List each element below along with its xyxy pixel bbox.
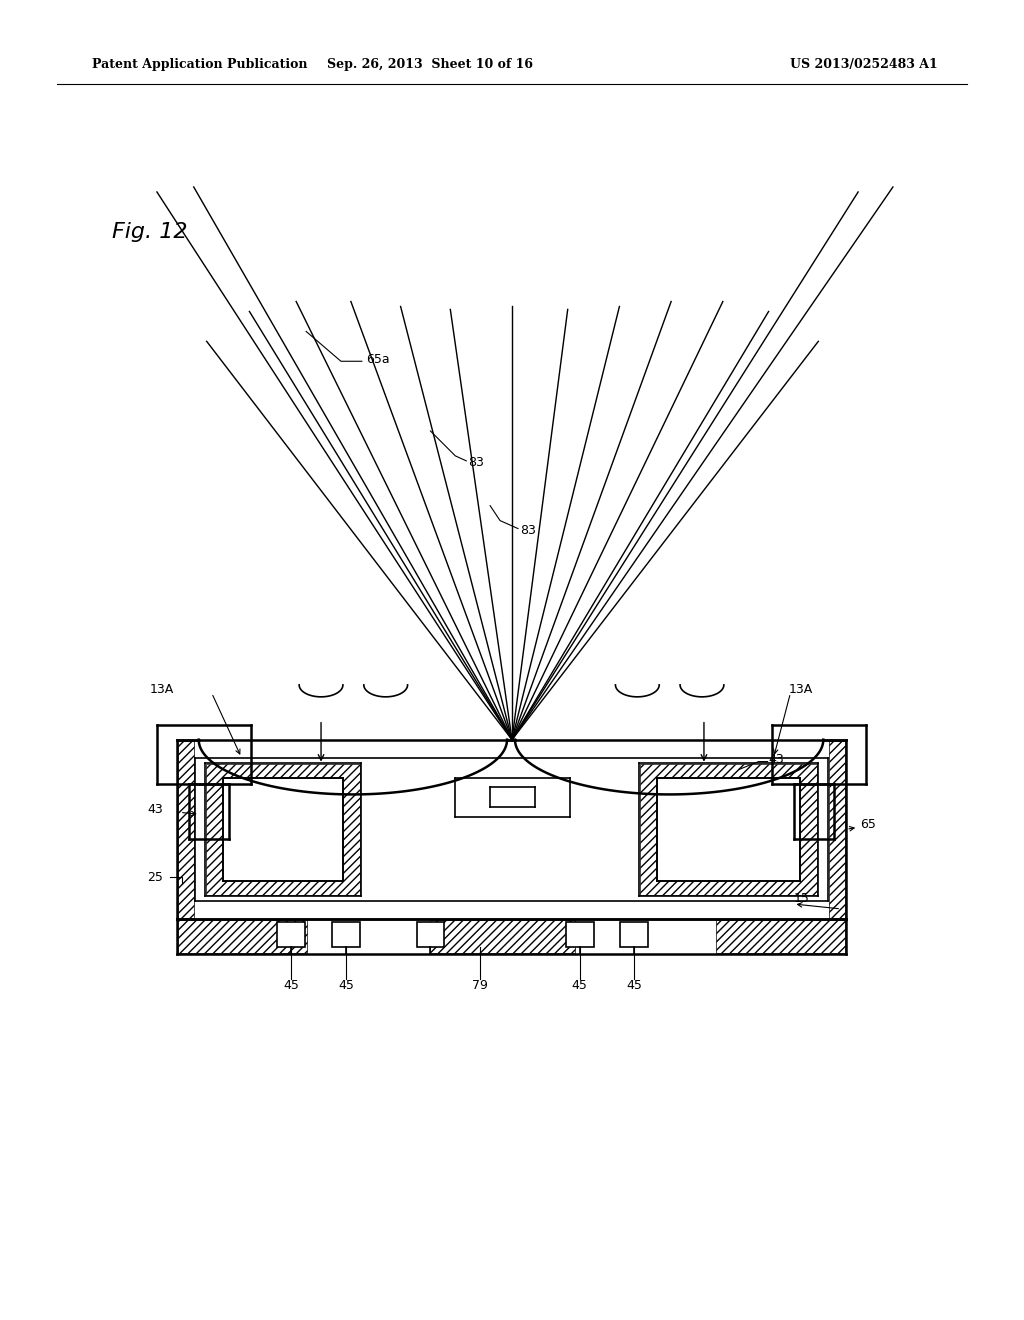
Bar (829, 741, 845, 917)
Text: 79: 79 (472, 978, 488, 991)
Text: Patent Application Publication: Patent Application Publication (92, 58, 308, 71)
Text: 13A: 13A (788, 684, 813, 697)
Bar (565, 921, 594, 946)
Text: 83: 83 (468, 457, 484, 470)
Bar (178, 920, 307, 953)
Bar (657, 777, 801, 880)
Bar (621, 921, 648, 946)
Bar (206, 763, 359, 895)
Text: 45: 45 (338, 978, 354, 991)
Bar (332, 921, 359, 946)
Bar (417, 921, 444, 946)
Text: 15: 15 (794, 892, 809, 906)
Bar (222, 777, 343, 880)
Text: 25: 25 (147, 871, 163, 883)
Text: Sep. 26, 2013  Sheet 10 of 16: Sep. 26, 2013 Sheet 10 of 16 (328, 58, 534, 71)
Text: Fig. 12: Fig. 12 (113, 222, 187, 242)
Text: US 2013/0252483 A1: US 2013/0252483 A1 (790, 58, 938, 71)
Text: 45: 45 (571, 978, 588, 991)
Bar (430, 920, 574, 953)
Text: 83: 83 (520, 524, 536, 537)
Text: 45: 45 (284, 978, 299, 991)
Bar (640, 763, 817, 895)
Text: 43: 43 (769, 754, 784, 766)
Text: 65a: 65a (366, 352, 389, 366)
Bar (278, 921, 305, 946)
Text: 43: 43 (147, 803, 163, 816)
Text: 65: 65 (860, 818, 876, 830)
Text: 45: 45 (627, 978, 642, 991)
Bar (716, 920, 845, 953)
Text: 13A: 13A (150, 684, 174, 697)
Bar (178, 741, 194, 917)
